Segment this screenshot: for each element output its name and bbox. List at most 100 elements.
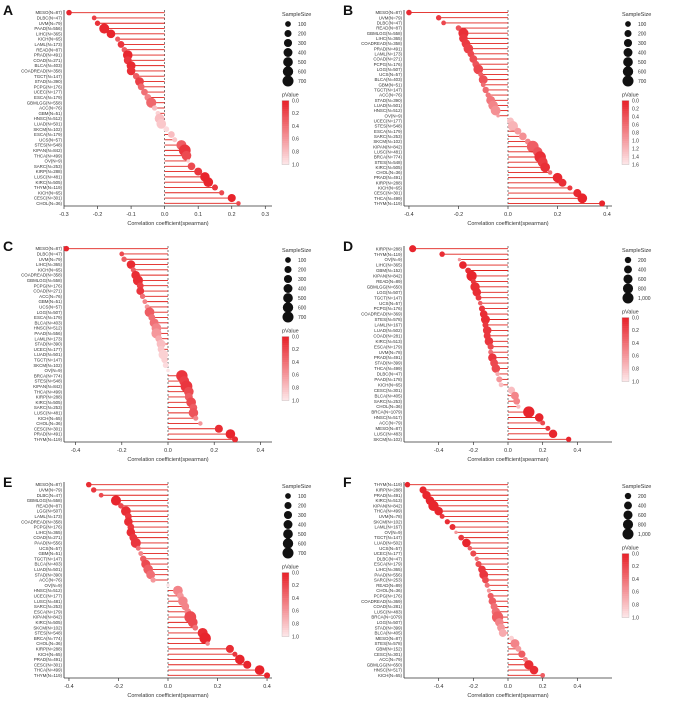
color-legend-step	[622, 141, 629, 144]
x-tick-label: 0.0	[504, 448, 512, 454]
x-tick-label: 0.0	[504, 684, 512, 690]
color-legend-step	[282, 364, 289, 367]
color-legend-step	[622, 583, 629, 586]
x-tick-label: 0.0	[164, 684, 172, 690]
y-tick-label: HNSC(N=512)	[34, 588, 63, 593]
color-legend-step	[282, 374, 289, 378]
size-legend-title: SampleSize	[282, 12, 311, 18]
lollipop-point	[137, 83, 145, 91]
color-legend-step	[282, 368, 289, 371]
y-tick-label: PAAD(N=556)	[374, 572, 402, 577]
y-tick-label: CHOL(N=36)	[376, 170, 402, 175]
color-legend-step	[622, 104, 629, 108]
lollipop-point	[519, 132, 527, 141]
y-tick-label: COAD(N=271)	[33, 289, 62, 294]
y-tick-label: DLBC(N=47)	[377, 20, 403, 25]
lollipop-point	[98, 492, 104, 498]
size-legend-dot	[622, 75, 634, 87]
size-legend-value: 200	[638, 494, 647, 500]
x-tick-label: -0.4	[404, 212, 413, 218]
color-legend-value: 0.6	[632, 354, 639, 360]
y-tick-label: ACC(N=76)	[379, 93, 402, 98]
y-tick-label: GBMLGG(N=558)	[27, 278, 63, 283]
color-legend-step	[622, 559, 629, 563]
y-tick-label: THCA(N=499)	[374, 196, 402, 201]
color-legend-step	[282, 589, 289, 592]
color-legend-step	[282, 372, 289, 376]
y-tick-label: ACC(N=76)	[39, 578, 62, 583]
y-tick-label: MESO(N=87)	[36, 10, 63, 15]
lollipop-point	[198, 421, 203, 426]
x-tick-label: -0.4	[434, 684, 443, 690]
lollipop-point	[156, 119, 167, 129]
lollipop-point	[117, 41, 125, 48]
y-tick-label: PRAD(N=491)	[34, 657, 63, 662]
y-tick-label: GBM(N=51)	[378, 82, 402, 87]
color-legend-step	[282, 345, 289, 348]
lollipop-point	[439, 513, 445, 519]
lollipop-point	[186, 159, 190, 163]
y-tick-label: KIRP(N=288)	[376, 180, 403, 185]
lollipop-point	[119, 251, 125, 257]
y-tick-label: COADREAD(N=358)	[21, 273, 62, 278]
y-tick-label: LIHC(N=365)	[36, 31, 63, 36]
color-legend-bar	[621, 553, 630, 618]
lollipop-point	[449, 524, 456, 531]
color-legend-step	[622, 608, 629, 612]
x-tick-label: 0.3	[261, 212, 269, 218]
size-legend-dot	[283, 57, 293, 67]
color-legend-step	[282, 595, 289, 599]
y-tick-label: KICH(N=65)	[38, 416, 63, 421]
color-legend-step	[622, 123, 629, 127]
y-tick-label: SKCM(N=102)	[373, 139, 402, 144]
color-legend-value: 0.8	[292, 622, 299, 628]
color-legend-step	[622, 557, 629, 561]
y-tick-label: UVM(N=79)	[39, 488, 63, 493]
y-tick-label: LGG(N=507)	[377, 67, 403, 72]
color-legend-value: 1.0	[632, 138, 639, 144]
color-legend-step	[282, 574, 289, 578]
x-axis-label: Correlation coefficient(spearman)	[467, 221, 548, 227]
color-legend-step	[282, 377, 289, 380]
y-tick-label: UCS(N=57)	[379, 301, 402, 306]
lollipop-point	[513, 397, 521, 405]
lollipop-point	[91, 15, 97, 21]
color-legend-step	[622, 351, 629, 355]
lollipop-point	[435, 15, 442, 21]
color-legend-step	[622, 594, 629, 597]
lollipop-point	[135, 545, 141, 551]
size-legend-value: 500	[298, 532, 307, 538]
y-tick-label: LGG(N=507)	[377, 290, 403, 295]
color-legend-value: 0.2	[632, 564, 639, 570]
color-legend-step	[622, 317, 629, 320]
size-legend-value: 100	[298, 494, 307, 500]
x-tick-label: -0.4	[434, 448, 443, 454]
y-tick-label: GBM(N=152)	[376, 646, 403, 651]
lollipop-point	[577, 193, 588, 204]
color-legend-value: 1.0	[632, 615, 639, 621]
color-legend-step	[622, 570, 629, 573]
color-legend-step	[282, 385, 289, 388]
color-legend-step	[282, 581, 289, 584]
y-tick-label: HNSC(N=517)	[374, 668, 403, 673]
color-legend-step	[282, 115, 289, 118]
x-tick-label: -0.4	[71, 448, 80, 454]
color-legend-step	[282, 126, 289, 129]
lollipop-point	[482, 86, 489, 94]
color-legend-step	[622, 340, 629, 344]
x-tick-label: 0.4	[574, 684, 582, 690]
color-legend-step	[622, 345, 629, 348]
color-legend-title: pValue	[622, 310, 639, 316]
x-axis-label: Correlation coefficient(spearman)	[127, 693, 208, 699]
size-legend-dot	[282, 538, 294, 549]
color-legend-step	[282, 162, 289, 165]
lollipop-point	[482, 576, 489, 584]
color-legend-step	[622, 562, 629, 565]
color-legend-step	[282, 117, 289, 120]
size-legend-dot	[622, 528, 634, 540]
size-legend-value: 700	[298, 315, 307, 321]
size-legend-value: 200	[298, 32, 307, 38]
x-tick-label: -0.2	[93, 212, 102, 218]
y-tick-label: UVM(N=79)	[39, 21, 63, 26]
color-legend-step	[622, 368, 629, 372]
